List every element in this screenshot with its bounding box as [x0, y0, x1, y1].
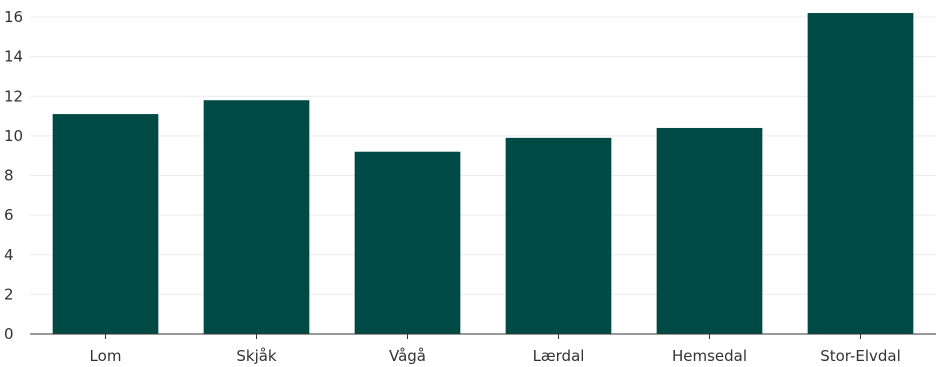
labels: 0 2 4 6 8 10 12 14 16 Lom Skjåk Vågå Lærdal Hemsedal S… — [4, 8, 901, 365]
y-tick-label: 12 — [4, 87, 23, 105]
bars — [52, 13, 914, 335]
bar-v-g- — [354, 151, 461, 334]
bar-lom — [52, 114, 159, 334]
y-tick-label: 8 — [4, 167, 14, 185]
grid-lines — [30, 16, 936, 295]
bar-stor-elvdal — [807, 13, 914, 334]
bar-skj-k — [203, 100, 310, 335]
x-tick-label: Stor-Elvdal — [820, 347, 901, 365]
y-tick-label: 4 — [4, 246, 14, 264]
bar-hemsedal — [656, 127, 763, 334]
axes — [30, 333, 936, 339]
y-tick-label: 0 — [4, 325, 14, 343]
y-tick-label: 6 — [4, 206, 14, 224]
x-tick-label: Lom — [90, 347, 122, 365]
y-tick-label: 2 — [4, 285, 14, 303]
x-tick-label: Hemsedal — [672, 347, 747, 365]
x-tick-label: Vågå — [389, 347, 426, 365]
y-tick-label: 10 — [4, 127, 23, 145]
y-tick-label: 14 — [4, 48, 23, 66]
y-tick-label: 16 — [4, 8, 23, 26]
x-tick-label: Skjåk — [236, 347, 277, 365]
x-tick-label: Lærdal — [533, 347, 585, 365]
bar-l-rdal — [505, 137, 612, 334]
